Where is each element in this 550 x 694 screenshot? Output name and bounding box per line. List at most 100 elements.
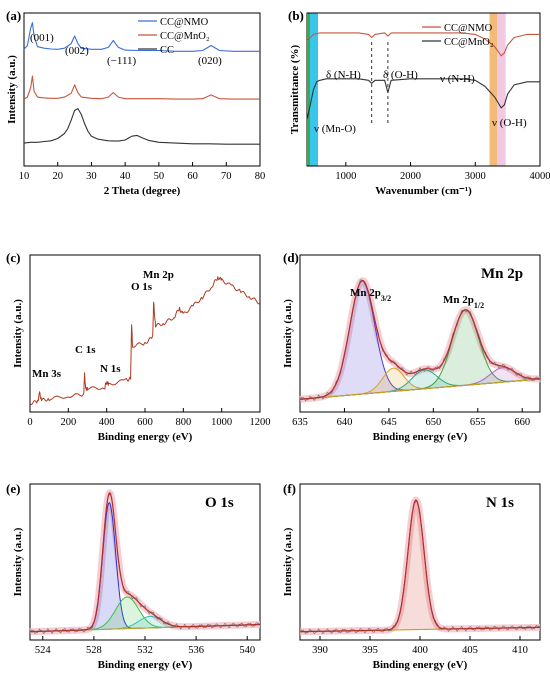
x-tick-label: 1000 bbox=[211, 417, 232, 428]
y-axis-label: Intensity (a.u.) bbox=[282, 299, 294, 368]
panel-label: (c) bbox=[6, 250, 20, 265]
panel-title: O 1s bbox=[205, 495, 234, 511]
series-line bbox=[23, 22, 260, 52]
y-axis-label: Intensity (a.u.) bbox=[12, 527, 24, 596]
x-tick-label: 395 bbox=[362, 645, 378, 656]
x-tick-label: 2000 bbox=[400, 171, 421, 182]
component-fill bbox=[30, 597, 260, 632]
component-fill bbox=[300, 309, 540, 400]
series-line bbox=[23, 75, 260, 100]
x-tick-label: 660 bbox=[514, 417, 530, 428]
x-tick-label: 528 bbox=[86, 645, 102, 656]
band-pink bbox=[497, 13, 506, 166]
panel-title: Mn 2p bbox=[481, 266, 523, 282]
y-axis-label: Intensity (a.u.) bbox=[6, 55, 18, 124]
annotation: (020) bbox=[198, 55, 222, 67]
annotation: δ (O-H) bbox=[383, 69, 418, 81]
envelope-line bbox=[299, 280, 541, 400]
y-axis-label: Transmittance (%) bbox=[289, 45, 301, 135]
envelope-line bbox=[29, 492, 260, 633]
legend-entry: CC bbox=[160, 45, 174, 56]
component-fill bbox=[300, 280, 540, 400]
y-axis-label: Intensity (a.u.) bbox=[12, 299, 24, 368]
panel-b: 1000 2000 3000 4000 Wavenumber (cm⁻¹) Transmi… bbox=[288, 8, 550, 197]
annotation: ν (Mn-O) bbox=[314, 123, 356, 135]
annotation: N 1s bbox=[100, 363, 121, 375]
panel-d: 635 640 645 650 655 660 Binding energy (eV) Int… bbox=[282, 250, 543, 443]
x-tick-label: 200 bbox=[60, 417, 76, 428]
x-tick-label: 645 bbox=[381, 417, 397, 428]
legend-entry: CC@MnO₂ bbox=[160, 31, 210, 42]
baseline-line bbox=[299, 378, 541, 400]
panel-f: 390 395 400 405 410 Binding energy (eV) Intens… bbox=[282, 481, 543, 671]
legend-entry: CC@MnO₂ bbox=[444, 37, 494, 48]
x-tick-label: 655 bbox=[470, 417, 486, 428]
annotation: (001) bbox=[30, 32, 54, 44]
x-tick-label: 3000 bbox=[465, 171, 486, 182]
x-axis-label: Binding energy (eV) bbox=[98, 659, 193, 671]
band-green bbox=[308, 13, 310, 166]
series-line bbox=[306, 32, 540, 57]
annotation: Mn 3s bbox=[32, 368, 62, 380]
x-tick-label: 4000 bbox=[530, 171, 550, 182]
panel-title: N 1s bbox=[486, 495, 514, 511]
envelope-halo bbox=[27, 489, 263, 636]
component-fill bbox=[300, 369, 540, 400]
x-tick-label: 400 bbox=[99, 417, 115, 428]
x-axis-label: Binding energy (eV) bbox=[373, 659, 468, 671]
series-line bbox=[23, 108, 260, 145]
x-tick-label: 400 bbox=[412, 645, 428, 656]
x-tick-label: 536 bbox=[188, 645, 204, 656]
x-tick-label: 40 bbox=[120, 171, 131, 182]
x-tick-label: 524 bbox=[35, 645, 52, 656]
band-orange bbox=[489, 13, 498, 166]
envelope-line bbox=[300, 499, 540, 633]
x-tick-label: 540 bbox=[239, 645, 255, 656]
x-tick-label: 390 bbox=[312, 645, 328, 656]
x-tick-label: 30 bbox=[86, 171, 97, 182]
x-tick-label: 0 bbox=[27, 417, 32, 428]
panel-e: 524 528 532 536 540 Binding energy (eV) Intens… bbox=[6, 481, 263, 671]
x-axis-label: 2 Theta (degree) bbox=[104, 185, 181, 197]
x-axis-label: Wavenumber (cm⁻¹) bbox=[375, 185, 472, 197]
annotation: C 1s bbox=[75, 344, 96, 356]
x-axis-label: Binding energy (eV) bbox=[98, 431, 193, 443]
annotation: Mn 2p bbox=[143, 269, 174, 281]
x-tick-label: 20 bbox=[52, 171, 63, 182]
component-fill bbox=[300, 500, 540, 632]
annotation: δ (N-H) bbox=[326, 69, 361, 81]
annotation: ν (N-H) bbox=[440, 73, 475, 85]
panel-label: (f) bbox=[283, 481, 296, 496]
panel-a: 10 20 30 40 50 60 70 80 2 Theta (degree) Intensit… bbox=[6, 8, 265, 197]
x-tick-label: 532 bbox=[137, 645, 153, 656]
plot-frame bbox=[23, 12, 261, 167]
series-line bbox=[306, 78, 540, 121]
panel-label: (d) bbox=[283, 250, 299, 265]
x-tick-label: 60 bbox=[187, 171, 198, 182]
panel-label: (e) bbox=[6, 481, 20, 496]
panel-label: (b) bbox=[288, 8, 304, 23]
annotation: Mn 2p3/2 bbox=[350, 287, 391, 303]
annotation: ν (O-H) bbox=[492, 117, 527, 129]
annotation: (−111) bbox=[107, 55, 137, 67]
x-tick-label: 50 bbox=[154, 171, 165, 182]
plot-frame bbox=[299, 254, 541, 413]
annotation: O 1s bbox=[131, 281, 153, 293]
raw-data-line bbox=[29, 492, 261, 635]
panel-c: 0 200 400 600 800 1000 1200 Binding energy (eV)… bbox=[6, 250, 271, 443]
x-tick-label: 405 bbox=[462, 645, 478, 656]
panel-label: (a) bbox=[6, 8, 21, 23]
x-tick-label: 410 bbox=[512, 645, 528, 656]
series-line bbox=[29, 276, 261, 405]
x-tick-label: 635 bbox=[292, 417, 308, 428]
x-tick-label: 1200 bbox=[250, 417, 271, 428]
component-fill bbox=[30, 616, 260, 632]
x-tick-label: 600 bbox=[137, 417, 153, 428]
x-tick-label: 800 bbox=[175, 417, 191, 428]
x-tick-label: 70 bbox=[221, 171, 232, 182]
annotation: Mn 2p1/2 bbox=[443, 294, 484, 310]
x-axis-label: Binding energy (eV) bbox=[373, 431, 468, 443]
legend-entry: CC@NMO bbox=[444, 23, 493, 34]
x-tick-label: 650 bbox=[425, 417, 441, 428]
